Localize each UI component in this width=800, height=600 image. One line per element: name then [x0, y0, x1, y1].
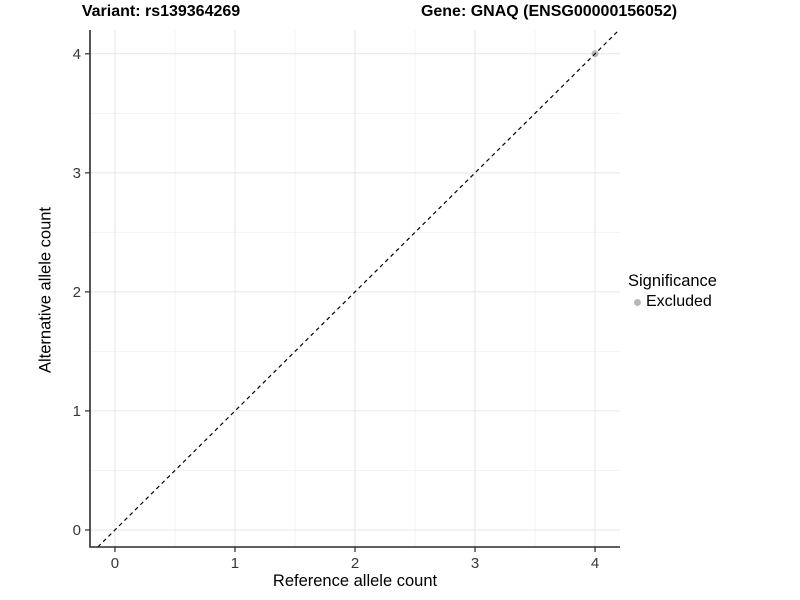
y-tick-label: 4 — [73, 46, 81, 63]
identity-reference-line — [97, 29, 620, 548]
x-tick-label: 3 — [471, 555, 479, 572]
x-tick-label: 1 — [231, 555, 239, 572]
plot-title-variant: Variant: rs139364269 — [81, 3, 241, 20]
x-tick-label: 2 — [351, 555, 359, 572]
y-tick-label: 2 — [73, 284, 81, 301]
legend-point-icon — [634, 298, 641, 306]
y-tick-label: 3 — [73, 165, 81, 182]
x-tick-label: 4 — [591, 555, 599, 572]
y-axis-title: Alternative allele count — [36, 206, 55, 374]
y-tick-label: 0 — [73, 522, 81, 539]
legend: Significance Excluded — [628, 272, 717, 311]
x-tick-label: 0 — [111, 555, 119, 572]
legend-item-excluded: Excluded — [628, 293, 717, 311]
plot-title-gene: Gene: GNAQ (ENSG00000156052) — [420, 3, 678, 20]
legend-title: Significance — [628, 272, 717, 290]
y-tick-label: 1 — [73, 403, 81, 420]
legend-item-label: Excluded — [646, 293, 712, 310]
x-axis-title: Reference allele count — [272, 572, 438, 590]
